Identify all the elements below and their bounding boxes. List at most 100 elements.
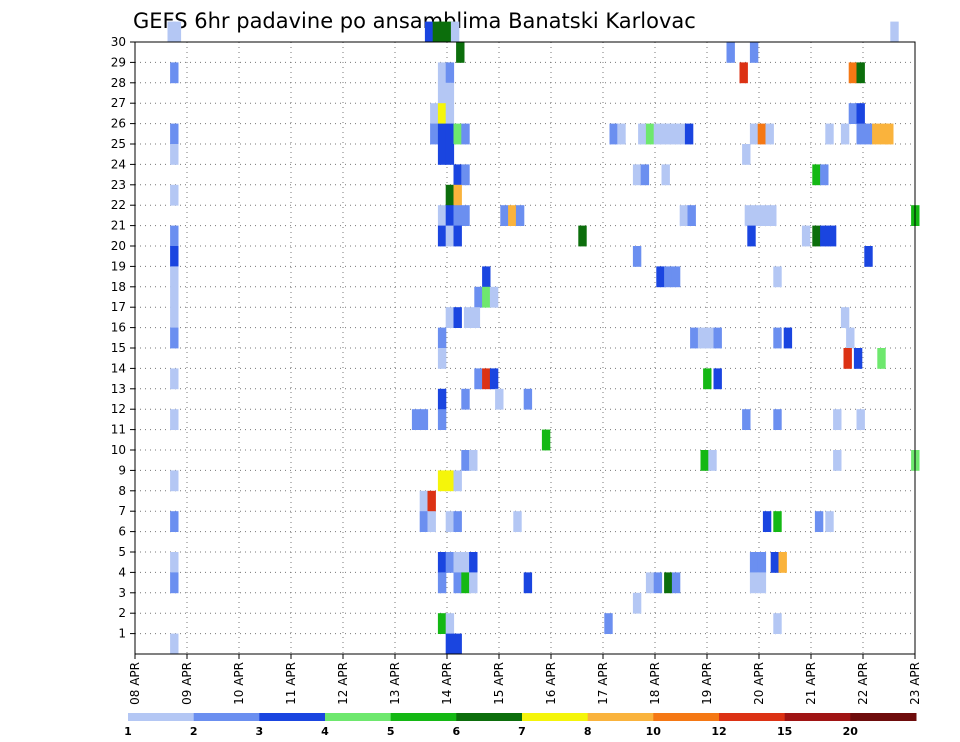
precip-cell: [664, 572, 673, 594]
precip-cell: [445, 82, 455, 104]
y-tick-label: 8: [118, 484, 126, 498]
colorbar: 1 2 3 4 5 6 7 8 10 12 15 20: [124, 713, 917, 738]
precip-cell: [453, 164, 462, 186]
data-cells: [167, 21, 920, 655]
precip-cell: [437, 572, 447, 594]
precip-cell: [864, 246, 873, 267]
precip-cell: [827, 225, 837, 247]
precip-cell: [445, 470, 455, 492]
precip-cell: [742, 409, 751, 430]
x-tick-label: 20 APR: [752, 662, 766, 705]
precip-cell: [752, 205, 761, 226]
x-tick-label: 09 APR: [180, 662, 194, 705]
x-tick-label: 14 APR: [440, 662, 454, 705]
precip-cell: [495, 388, 504, 410]
x-tick-label: 08 APR: [128, 662, 142, 705]
precip-cell: [445, 103, 455, 124]
colorbar-segment: [390, 713, 457, 721]
x-tick-label: 22 APR: [856, 662, 870, 705]
colorbar-label: 4: [321, 725, 329, 738]
precip-cell: [687, 205, 696, 226]
precip-cell: [437, 470, 447, 492]
precip-cell: [833, 409, 842, 430]
y-tick-label: 23: [111, 178, 126, 192]
precip-cell: [661, 123, 670, 145]
precip-cell: [430, 103, 439, 124]
precip-cell: [708, 450, 717, 471]
precip-cell: [773, 613, 782, 634]
precip-cell: [645, 123, 655, 145]
precip-cell: [833, 450, 842, 471]
precip-cell: [419, 490, 429, 512]
precip-cell: [411, 409, 421, 430]
y-tick-label: 11: [111, 423, 126, 437]
x-tick-label: 12 APR: [336, 662, 350, 705]
colorbar-label: 15: [777, 725, 792, 738]
precip-cell: [453, 307, 462, 328]
colorbar-segment: [587, 713, 654, 721]
precip-cell: [170, 552, 179, 573]
precip-cell: [437, 613, 447, 634]
precip-cell: [513, 511, 522, 532]
precip-cell: [801, 225, 811, 247]
precip-cell: [445, 511, 455, 532]
precip-cell: [773, 511, 782, 532]
precip-cell: [814, 511, 824, 532]
precip-cell: [762, 511, 772, 532]
precip-cell: [872, 123, 881, 145]
precip-cell: [453, 205, 462, 226]
precip-cell: [445, 307, 455, 328]
precip-cell: [489, 286, 499, 308]
precip-cell: [453, 511, 462, 532]
y-tick-label: 9: [118, 463, 126, 477]
precip-cell: [726, 42, 735, 63]
y-tick-label: 21: [111, 219, 126, 233]
precip-cell: [445, 633, 455, 655]
precip-cell: [885, 123, 894, 145]
precip-cell: [437, 21, 447, 43]
precip-cell: [474, 368, 483, 390]
precip-cell: [632, 246, 642, 267]
precip-cell: [523, 388, 533, 410]
precip-cell: [170, 286, 179, 308]
precip-cell: [170, 368, 179, 390]
precip-cell: [437, 225, 447, 247]
y-tick-label: 10: [111, 443, 126, 457]
colorbar-segment: [456, 713, 523, 721]
precip-cell: [419, 511, 429, 532]
x-tick-label: 18 APR: [648, 662, 662, 705]
precip-cell: [760, 205, 769, 226]
colorbar-label: 3: [255, 725, 263, 738]
precip-cell: [474, 286, 483, 308]
precip-cell: [515, 205, 525, 226]
precip-cell: [877, 348, 886, 369]
colorbar-segment: [850, 713, 917, 721]
colorbar-label: 20: [843, 725, 859, 738]
colorbar-label: 7: [518, 725, 526, 738]
precip-cell: [677, 123, 686, 145]
precip-cell: [453, 633, 462, 655]
precip-cell: [170, 62, 179, 84]
colorbar-label: 2: [190, 725, 198, 738]
precip-cell: [419, 409, 429, 430]
precip-cell: [461, 572, 470, 594]
precip-cell: [705, 327, 715, 349]
precip-cell: [856, 103, 865, 124]
y-axis: 1234567891011121314151617181920212223242…: [111, 35, 135, 641]
precip-cell: [456, 42, 465, 63]
precip-cell: [445, 552, 455, 573]
precip-cell: [170, 470, 179, 492]
precip-cell: [482, 368, 491, 390]
precip-cell: [437, 103, 447, 124]
precip-cell: [617, 123, 626, 145]
precip-cell: [437, 409, 447, 430]
precip-cell: [450, 21, 460, 43]
precip-cell: [453, 225, 462, 247]
precip-cell: [170, 327, 179, 349]
x-tick-label: 21 APR: [804, 662, 818, 705]
precip-cell: [864, 123, 873, 145]
x-tick-label: 17 APR: [596, 662, 610, 705]
precip-cell: [765, 123, 774, 145]
precip-cell: [671, 572, 681, 594]
y-tick-label: 28: [111, 76, 126, 90]
